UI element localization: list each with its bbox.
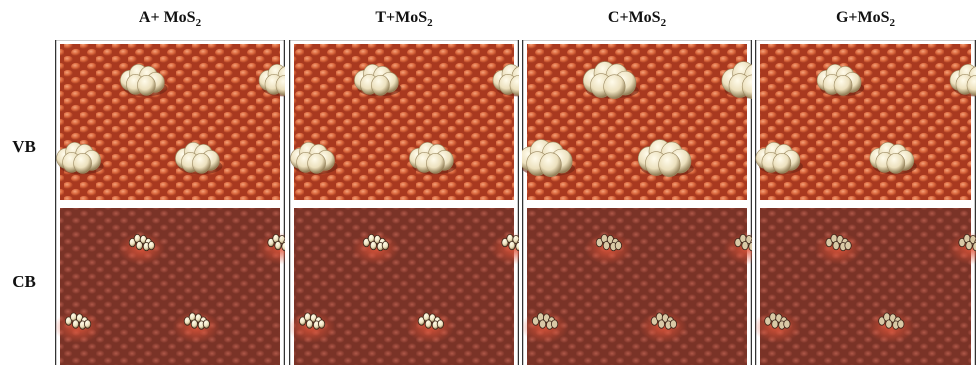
lobe bbox=[72, 320, 78, 328]
lobe bbox=[437, 320, 443, 328]
row-label: VB bbox=[12, 137, 36, 156]
lobe bbox=[426, 153, 444, 173]
lobe bbox=[845, 241, 851, 249]
lobe bbox=[898, 320, 904, 328]
panel bbox=[519, 40, 777, 365]
lobe bbox=[275, 241, 281, 249]
cb-molecule bbox=[288, 311, 336, 343]
cb-molecule bbox=[639, 311, 687, 343]
lobe bbox=[834, 75, 852, 95]
panel bbox=[753, 40, 976, 365]
lobe bbox=[148, 241, 154, 249]
lobe bbox=[659, 153, 681, 177]
cb-molecule bbox=[521, 311, 569, 343]
lobe bbox=[203, 320, 209, 328]
lobe bbox=[137, 75, 155, 95]
cb-molecule bbox=[814, 233, 862, 265]
lobe bbox=[370, 241, 376, 249]
lobe bbox=[306, 320, 312, 328]
lobe bbox=[282, 242, 288, 250]
lobe bbox=[784, 320, 790, 328]
vb-surface bbox=[60, 44, 280, 200]
lobe bbox=[887, 153, 905, 173]
cb-molecule bbox=[351, 233, 399, 265]
lobe bbox=[658, 320, 664, 328]
lobe bbox=[772, 320, 778, 328]
title-subscript: 2 bbox=[890, 17, 896, 29]
panel bbox=[54, 40, 306, 365]
title-text: G+MoS bbox=[836, 9, 890, 26]
lobe bbox=[603, 241, 609, 249]
title-text: C+MoS bbox=[608, 9, 661, 26]
lobe bbox=[670, 320, 676, 328]
lobe bbox=[742, 241, 748, 249]
lobe bbox=[191, 320, 197, 328]
cb-molecule bbox=[172, 311, 220, 343]
cb-surface bbox=[60, 208, 280, 365]
lobe bbox=[615, 241, 621, 249]
lobe bbox=[539, 320, 545, 328]
lobe bbox=[886, 320, 892, 328]
lobe bbox=[773, 153, 791, 173]
cb-molecule bbox=[406, 311, 454, 343]
column-title: C+MoS2 bbox=[608, 9, 667, 29]
vb-surface bbox=[527, 44, 747, 200]
vb-surface bbox=[294, 44, 514, 200]
lobe bbox=[516, 242, 522, 250]
title-text: T+MoS bbox=[375, 9, 427, 26]
lobe bbox=[749, 242, 755, 250]
lobe bbox=[136, 241, 142, 249]
figure: VB CB A+ MoS2T+MoS2C+MoS2G+MoS2 bbox=[0, 0, 976, 365]
lobe bbox=[966, 241, 972, 249]
cb-molecule bbox=[117, 233, 165, 265]
lobe bbox=[540, 153, 562, 177]
title-subscript: 2 bbox=[661, 17, 667, 29]
lobe bbox=[318, 320, 324, 328]
vb-surface bbox=[760, 44, 971, 200]
cb-surface bbox=[527, 208, 747, 365]
lobe bbox=[74, 153, 92, 173]
lobe bbox=[371, 75, 389, 95]
lobe bbox=[425, 320, 431, 328]
cb-molecule bbox=[54, 311, 102, 343]
title-text: A+ MoS bbox=[139, 9, 196, 26]
row-label: CB bbox=[12, 272, 36, 291]
cb-surface bbox=[760, 208, 971, 365]
cb-molecule bbox=[867, 311, 915, 343]
cb-molecule bbox=[753, 311, 801, 343]
column-title: G+MoS2 bbox=[836, 9, 896, 29]
column-title: T+MoS2 bbox=[375, 9, 433, 29]
lobe bbox=[833, 241, 839, 249]
lobe bbox=[84, 320, 90, 328]
lobe bbox=[551, 320, 557, 328]
lobe bbox=[509, 241, 515, 249]
title-subscript: 2 bbox=[196, 17, 202, 29]
lobe bbox=[192, 153, 210, 173]
lobe bbox=[308, 153, 326, 173]
cb-surface bbox=[294, 208, 514, 365]
panel bbox=[288, 40, 540, 365]
lobe bbox=[382, 241, 388, 249]
lobe bbox=[604, 75, 626, 99]
column-title: A+ MoS2 bbox=[139, 9, 202, 29]
cb-molecule bbox=[584, 233, 632, 265]
title-subscript: 2 bbox=[427, 17, 433, 29]
